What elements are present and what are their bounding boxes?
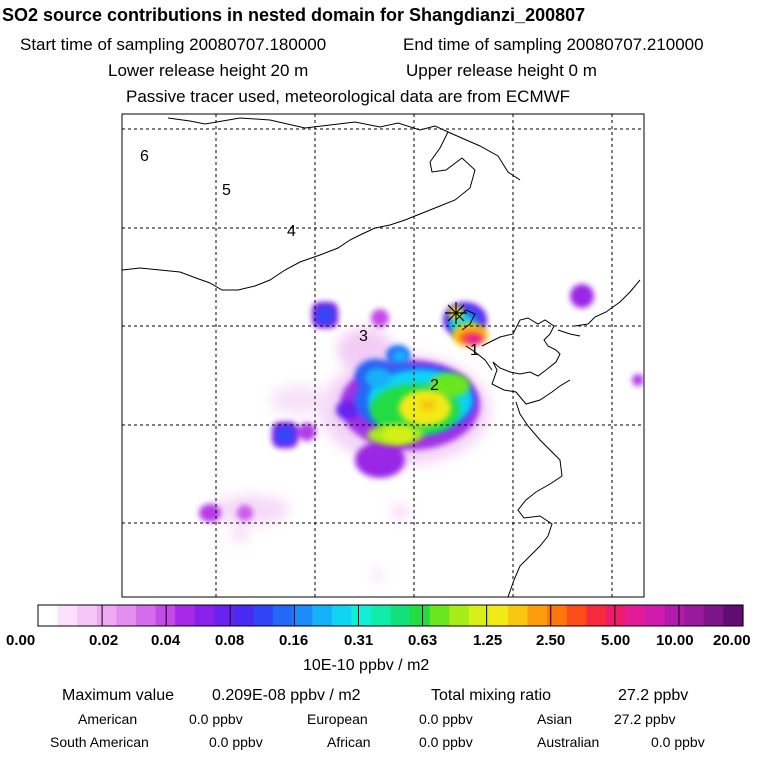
region-name: American [78,711,138,727]
colorbar-swatch [508,605,529,626]
colorbar-tick: 0.31 [344,632,374,649]
colorbar-swatch [468,605,490,626]
colorbar-swatch [38,605,59,626]
colorbar-swatch [194,605,215,626]
colorbar-swatch [527,605,548,626]
colorbar-swatch [155,605,176,626]
colorbar-swatch [645,605,666,626]
region-value: 0.0 ppbv [651,734,705,750]
colorbar-tick: 0.04 [151,632,181,649]
concentration-field [199,284,644,581]
colorbar-swatch [135,605,157,626]
colorbar-swatch [429,605,450,626]
colorbar-tick: 20.00 [713,632,751,649]
upper-release-height: Upper release height 0 m [406,61,597,80]
colorbar-swatch [566,605,587,626]
colorbar-swatch [96,605,117,626]
colorbar-swatch [547,605,568,626]
station-marker [445,302,467,324]
colorbar-swatch [233,605,255,626]
max-value: 0.209E-08 ppbv / m2 [212,687,361,704]
colorbar-tick: 0.02 [89,632,119,649]
colorbar-tick: 0.08 [215,632,245,649]
max-value-label: Maximum value [62,687,175,704]
region-label-1: 1 [470,342,479,359]
colorbar-swatch [175,605,196,626]
colorbar-tick: 0.16 [279,632,309,649]
colorbar-swatch [370,605,392,626]
colorbar-swatch [488,605,509,626]
region-name: European [307,711,368,727]
colorbar-tick: 0.63 [408,632,438,649]
colorbar-swatch [273,605,294,626]
region-value: 0.0 ppbv [189,711,243,727]
end-time: End time of sampling 20080707.210000 [403,35,704,54]
colorbar-swatch [625,605,646,626]
colorbar-swatch [390,605,411,626]
total-mixing-value: 27.2 ppbv [618,687,689,704]
colorbar [37,604,744,627]
colorbar-tick: 0.00 [6,632,36,649]
colorbar-tick: 2.50 [536,632,566,649]
colorbar-swatch [605,605,627,626]
colorbar-units: 10E-10 ppbv / m2 [303,657,430,674]
region-value: 27.2 ppbv [614,711,676,727]
colorbar-swatch [214,605,235,626]
colorbar-swatch [723,605,744,626]
region-name: South American [50,734,149,750]
plot-title: SO2 source contributions in nested domai… [2,5,586,25]
colorbar-swatch [77,605,98,626]
colorbar-swatch [664,605,685,626]
lower-release-height: Lower release height 20 m [108,61,309,80]
colorbar-swatch [312,605,333,626]
colorbar-swatch [116,605,137,626]
region-name: African [327,734,371,750]
colorbar-swatch [351,605,372,626]
colorbar-swatch [449,605,470,626]
region-name: Australian [537,734,600,750]
colorbar-tick: 1.25 [473,632,503,649]
region-value: 0.0 ppbv [419,711,473,727]
region-label-4: 4 [287,223,296,240]
colorbar-swatch [586,605,607,626]
tracer-note: Passive tracer used, meteorological data… [126,87,571,106]
colorbar-swatch [410,605,431,626]
region-value: 0.0 ppbv [209,734,263,750]
region-label-2: 2 [430,377,439,394]
colorbar-swatch [292,605,313,626]
colorbar-swatch [57,605,78,626]
region-label-6: 6 [140,148,149,165]
grid-lines [122,114,644,597]
region-label-3: 3 [359,328,368,345]
region-label-5: 5 [222,182,231,199]
colorbar-swatch [253,605,274,626]
colorbar-swatch [684,605,705,626]
total-mixing-label: Total mixing ratio [431,687,552,704]
colorbar-frame [37,604,744,627]
region-name: Asian [537,711,573,727]
coastlines-borders [122,117,641,597]
region-labels: 1 2 3 4 5 6 [140,148,479,394]
colorbar-swatch [703,605,725,626]
colorbar-tick: 10.00 [656,632,694,649]
colorbar-tick: 5.00 [601,632,631,649]
region-value: 0.0 ppbv [419,734,473,750]
colorbar-swatch [331,605,352,626]
start-time: Start time of sampling 20080707.180000 [20,35,327,54]
